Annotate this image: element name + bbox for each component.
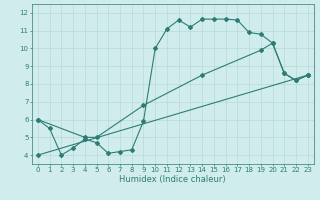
X-axis label: Humidex (Indice chaleur): Humidex (Indice chaleur) — [119, 175, 226, 184]
